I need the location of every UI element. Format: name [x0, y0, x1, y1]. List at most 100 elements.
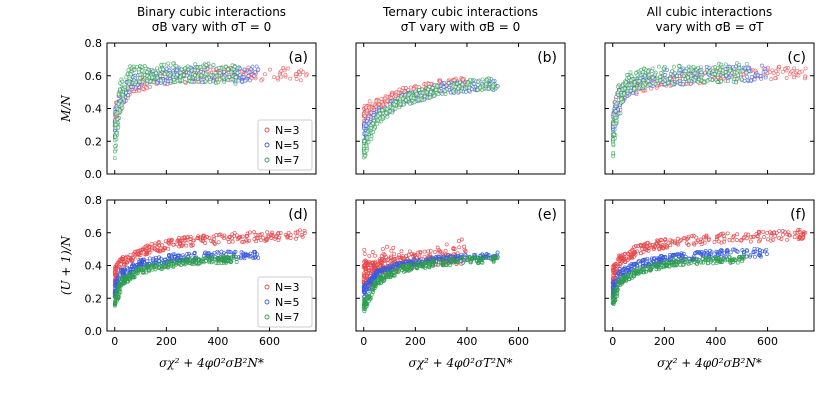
point-N-7 [214, 73, 219, 78]
point-N-7 [218, 71, 222, 75]
point-N-7 [231, 254, 236, 259]
point-N-3 [792, 235, 797, 239]
point-N-7 [370, 121, 375, 126]
point-N-7 [735, 260, 740, 265]
legend-marker-N-7 [264, 157, 270, 163]
point-N-5 [441, 85, 446, 90]
point-N-5 [137, 262, 142, 267]
point-N-5 [709, 250, 714, 255]
point-N-5 [642, 257, 647, 262]
point-N-3 [377, 257, 382, 262]
point-N-7 [627, 83, 632, 88]
point-N-7 [723, 258, 728, 263]
point-N-7 [364, 144, 369, 149]
point-N-3 [383, 96, 388, 101]
point-N-3 [674, 241, 679, 246]
point-N-5 [192, 251, 197, 256]
point-N-7 [632, 80, 637, 85]
point-N-7 [406, 93, 411, 97]
point-N-7 [622, 91, 627, 96]
point-N-7 [657, 265, 662, 270]
point-N-5 [369, 110, 374, 115]
point-N-3 [179, 244, 184, 249]
point-N-7 [216, 65, 221, 70]
point-N-7 [669, 261, 674, 265]
point-N-3 [722, 236, 727, 241]
point-N-7 [638, 68, 643, 73]
point-N-7 [436, 257, 441, 262]
point-N-3 [256, 236, 261, 241]
point-N-3 [779, 237, 784, 241]
x-tick-label: 0 [360, 335, 367, 348]
point-N-5 [744, 247, 749, 252]
point-N-7 [150, 75, 154, 80]
point-N-5 [463, 89, 468, 94]
point-N-7 [403, 269, 408, 273]
point-N-3 [642, 244, 647, 249]
point-N-3 [658, 244, 663, 249]
point-N-7 [364, 301, 369, 306]
point-N-7 [116, 92, 121, 97]
point-N-3 [646, 248, 651, 253]
point-N-7 [421, 262, 426, 267]
point-N-3 [690, 234, 694, 238]
point-N-7 [403, 98, 408, 103]
point-N-3 [218, 232, 223, 237]
point-N-7 [461, 260, 465, 265]
point-N-7 [114, 291, 119, 296]
point-N-3 [227, 240, 231, 245]
point-N-7 [474, 255, 479, 260]
point-N-7 [443, 92, 448, 96]
point-N-3 [777, 228, 782, 233]
point-N-7 [432, 94, 437, 98]
point-N-7 [434, 87, 439, 92]
point-N-3 [444, 242, 449, 247]
point-N-3 [769, 77, 774, 82]
point-N-3 [166, 246, 171, 251]
point-N-7 [486, 87, 491, 92]
point-N-7 [484, 77, 489, 82]
point-N-3 [293, 72, 298, 76]
point-N-7 [415, 265, 420, 270]
point-N-7 [112, 149, 117, 154]
point-N-3 [652, 246, 657, 251]
point-N-7 [644, 264, 649, 269]
point-N-7 [120, 92, 125, 97]
point-N-7 [491, 84, 495, 89]
point-N-7 [719, 79, 724, 84]
point-N-7 [655, 78, 660, 83]
point-N-5 [717, 249, 722, 254]
point-N-5 [154, 258, 159, 263]
point-N-7 [178, 70, 183, 75]
point-N-3 [285, 234, 290, 239]
point-N-7 [403, 93, 408, 98]
point-N-3 [370, 262, 375, 267]
point-N-7 [113, 297, 118, 302]
point-N-7 [154, 71, 159, 76]
point-N-7 [172, 72, 176, 77]
point-N-5 [376, 268, 380, 273]
y-tick-label: 0.4 [85, 260, 103, 273]
point-N-5 [392, 264, 397, 269]
point-N-3 [717, 233, 722, 238]
point-N-3 [300, 234, 305, 239]
point-N-3 [380, 247, 385, 252]
point-N-5 [681, 251, 686, 256]
point-N-7 [625, 88, 630, 93]
point-N-3 [725, 231, 730, 236]
point-N-3 [147, 250, 152, 255]
point-N-3 [391, 245, 396, 250]
panel-label: (b) [537, 50, 557, 66]
point-N-3 [668, 238, 673, 243]
point-N-7 [649, 267, 653, 272]
point-N-3 [260, 235, 265, 240]
point-N-3 [270, 233, 275, 238]
point-N-7 [611, 142, 616, 147]
point-N-5 [212, 250, 217, 255]
point-N-3 [381, 257, 386, 262]
point-N-7 [696, 80, 700, 84]
point-N-7 [732, 76, 737, 81]
point-N-5 [760, 249, 765, 254]
point-N-7 [362, 309, 367, 314]
